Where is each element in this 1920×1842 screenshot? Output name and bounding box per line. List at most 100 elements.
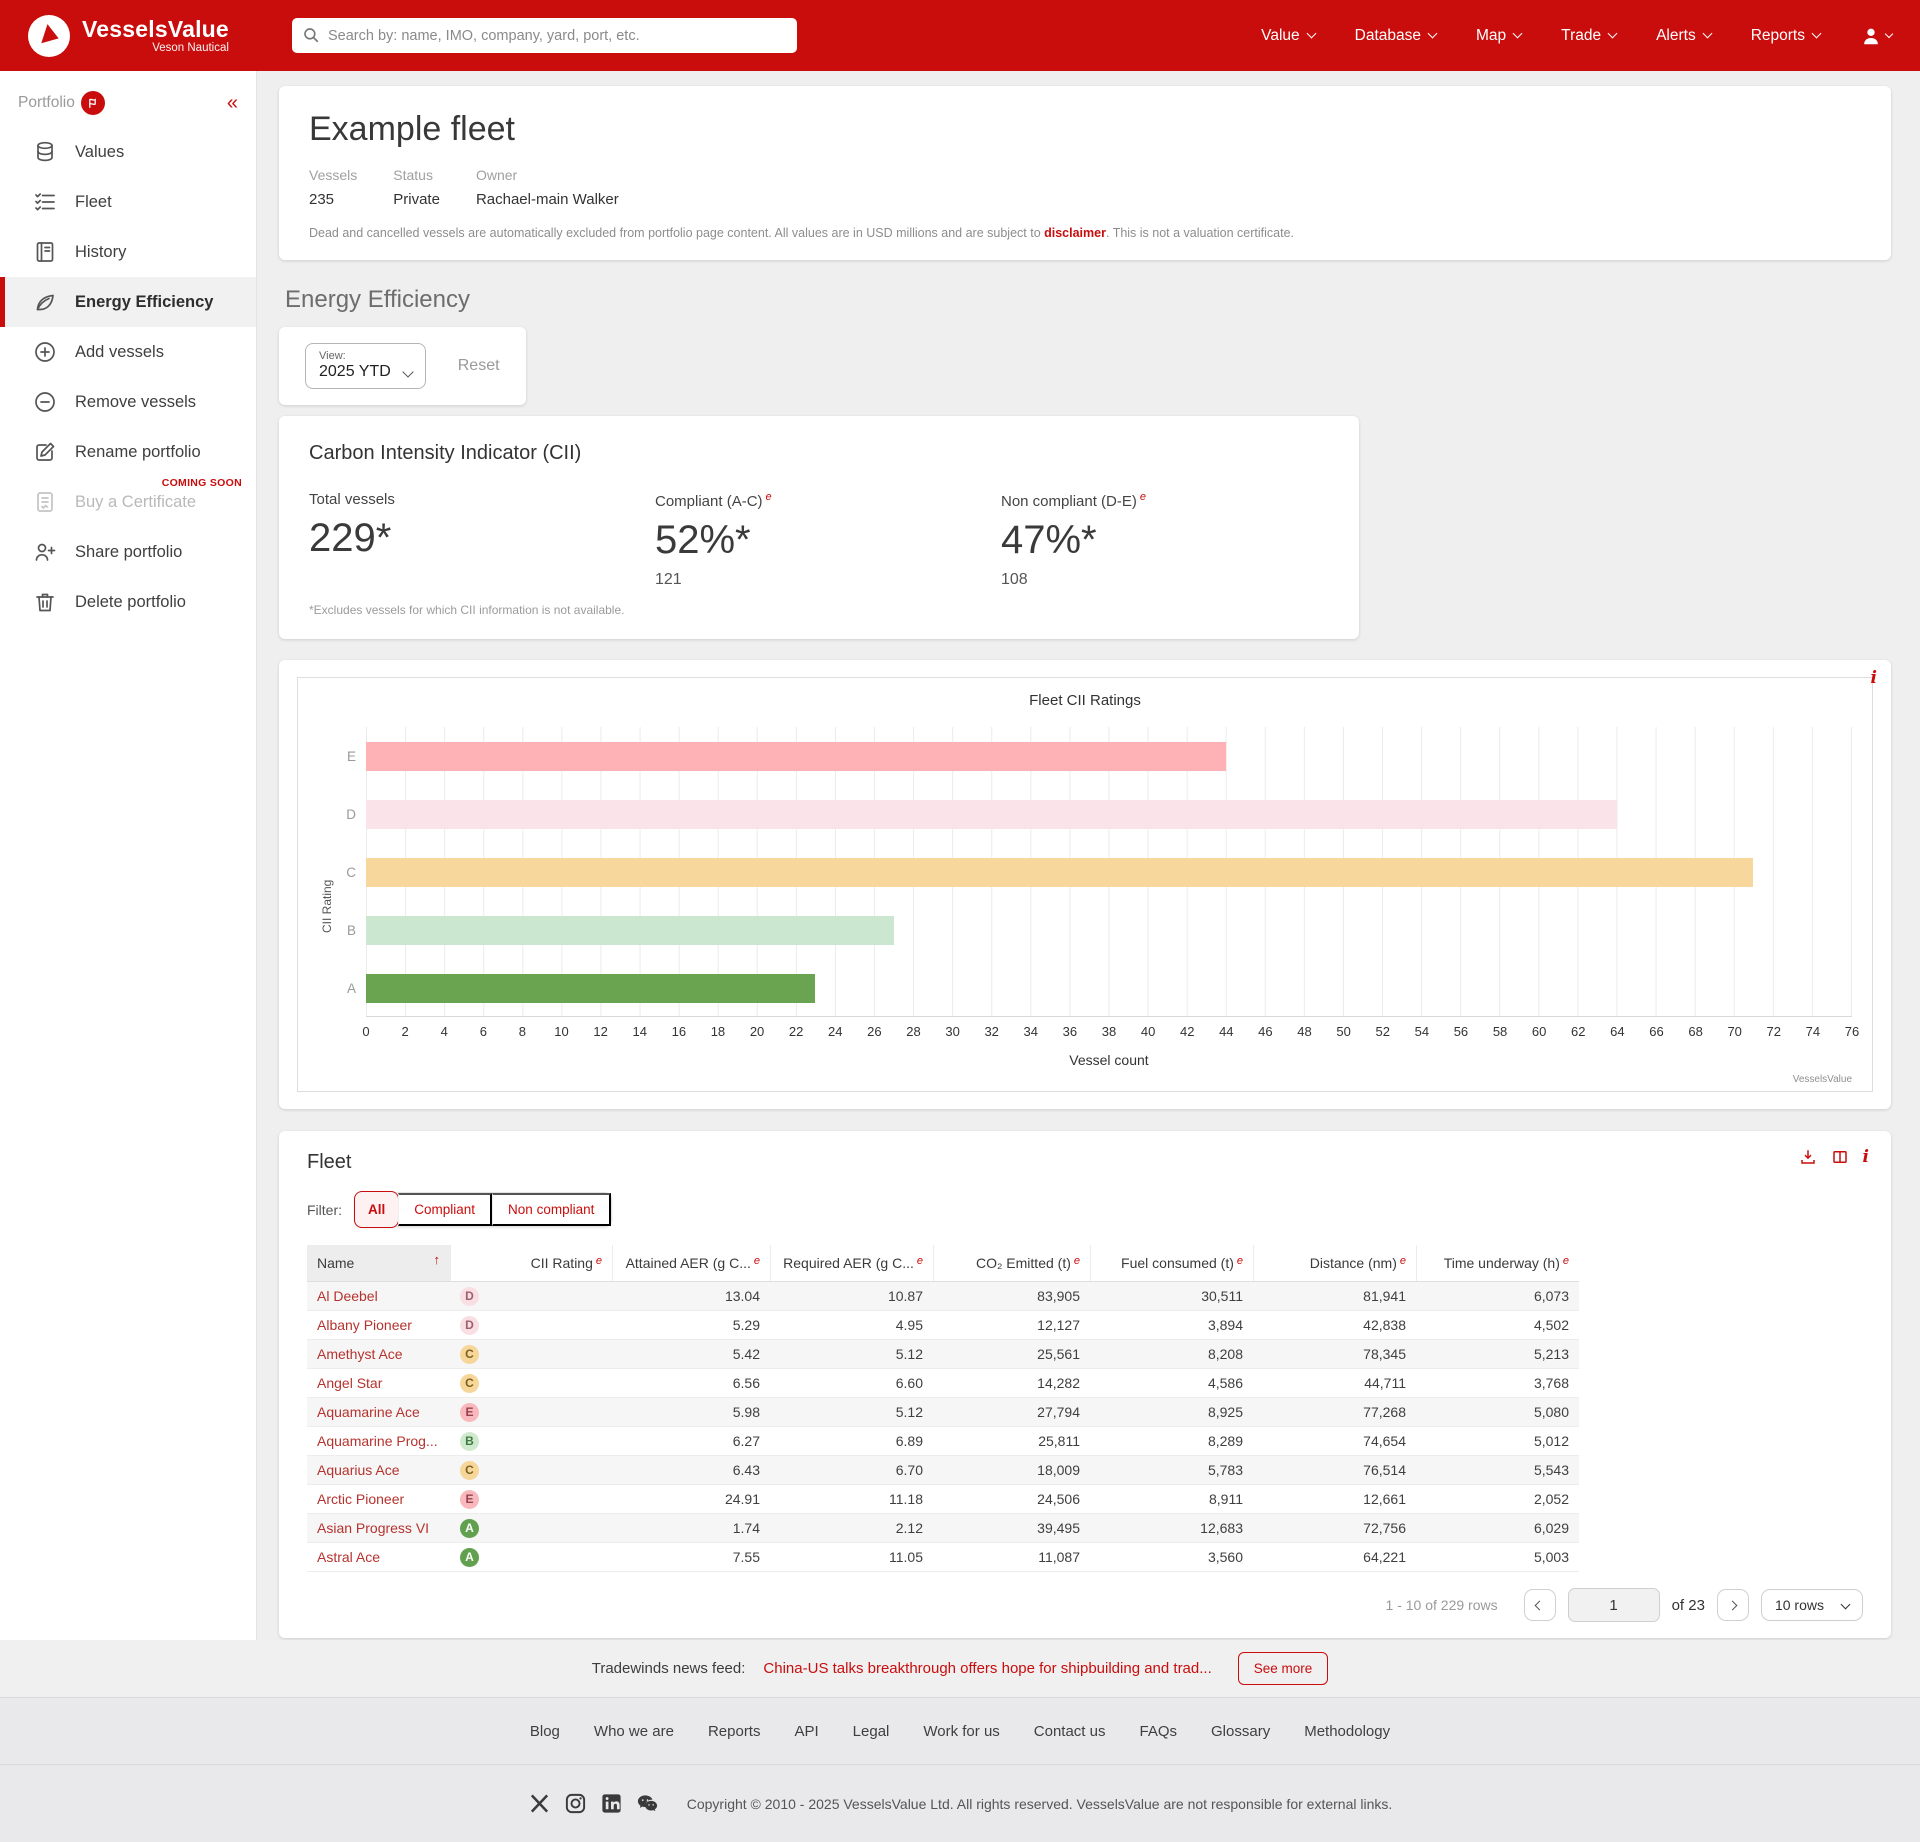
checklist-icon [33,190,57,214]
sidebar-item-history[interactable]: History [0,227,256,277]
x-tick: 54 [1415,1024,1429,1039]
vessel-link[interactable]: Arctic Pioneer [317,1491,404,1507]
table-row: Al DeebelD13.0410.8783,90530,51181,9416,… [307,1282,1579,1311]
wechat-icon[interactable] [636,1792,659,1815]
chart-bar-a [366,974,815,1003]
footer-link-who-we-are[interactable]: Who we are [594,1723,674,1740]
cii-card: Carbon Intensity Indicator (CII) Total v… [279,416,1359,639]
table-cell: 8,289 [1090,1433,1253,1449]
x-tick: 58 [1493,1024,1507,1039]
column-header-time-underway-h[interactable]: Time underway (h)e [1416,1245,1579,1281]
info-icon[interactable]: i [1871,668,1877,688]
footer-link-work-for-us[interactable]: Work for us [923,1723,999,1740]
instagram-icon[interactable] [564,1792,587,1815]
column-header-attained-aer-g-c[interactable]: Attained AER (g C...e [612,1245,770,1281]
vessel-link[interactable]: Aquarius Ace [317,1462,400,1478]
plus-circle-icon [33,340,57,364]
column-header-required-aer-g-c[interactable]: Required AER (g C...e [770,1245,933,1281]
cii-rating-badge: C [460,1374,479,1393]
vessel-link[interactable]: Angel Star [317,1375,382,1391]
sidebar-item-share-portfolio[interactable]: Share portfolio [0,527,256,577]
vessel-link[interactable]: Albany Pioneer [317,1317,412,1333]
page-total: of 23 [1672,1597,1705,1614]
table-cell: 8,911 [1090,1491,1253,1507]
vessel-link[interactable]: Asian Progress VI [317,1520,429,1536]
filter-non-compliant[interactable]: Non compliant [492,1193,611,1226]
nav-item-reports[interactable]: Reports [1751,27,1820,45]
user-menu-button[interactable] [1860,25,1892,47]
table-cell: 11.05 [770,1549,933,1565]
news-headline-link[interactable]: China-US talks breakthrough offers hope … [763,1660,1211,1677]
vessel-link[interactable]: Aquamarine Ace [317,1404,420,1420]
x-icon[interactable] [528,1792,551,1815]
linkedin-icon[interactable] [600,1792,623,1815]
sidebar-item-energy-efficiency[interactable]: Energy Efficiency [0,277,256,327]
cii-title: Carbon Intensity Indicator (CII) [309,442,1329,465]
footer-link-contact-us[interactable]: Contact us [1034,1723,1106,1740]
table-cell: 6,029 [1416,1520,1579,1536]
column-header-co-emitted-t[interactable]: CO₂ Emitted (t)e [933,1245,1090,1281]
table-cell: 7.55 [612,1549,770,1565]
chevron-down-icon [1702,29,1712,39]
table-cell: 5,543 [1416,1462,1579,1478]
nav-item-value[interactable]: Value [1261,27,1315,45]
stat-total-vessels: Total vessels 229* [309,491,655,589]
estimate-marker: e [1074,1255,1080,1267]
footer-link-faqs[interactable]: FAQs [1140,1723,1178,1740]
column-header-distance-nm[interactable]: Distance (nm)e [1253,1245,1416,1281]
table-cell: 5.98 [612,1404,770,1420]
nav-item-trade[interactable]: Trade [1561,27,1616,45]
table-cell: 12,661 [1253,1491,1416,1507]
estimate-marker: e [596,1255,602,1267]
table-cell: 6.60 [770,1375,933,1391]
see-more-button[interactable]: See more [1238,1652,1329,1685]
info-icon[interactable]: i [1863,1147,1869,1167]
download-icon[interactable] [1799,1148,1817,1166]
prev-page-button[interactable] [1524,1589,1556,1621]
x-tick: 22 [789,1024,803,1039]
nav-item-database[interactable]: Database [1355,27,1436,45]
footer-link-glossary[interactable]: Glossary [1211,1723,1270,1740]
table-cell: 5.12 [770,1404,933,1420]
vesselsvalue-logo[interactable]: VesselsValue Veson Nautical [28,15,290,57]
sidebar-item-delete-portfolio[interactable]: Delete portfolio [0,577,256,627]
filter-all[interactable]: All [354,1191,399,1228]
column-header-name[interactable]: Name↑ [307,1245,450,1281]
footer-link-legal[interactable]: Legal [853,1723,890,1740]
columns-icon[interactable] [1831,1148,1849,1166]
main-content: Example fleet Vessels 235 Status Private… [257,71,1920,1640]
share-person-icon [33,540,57,564]
vessel-link[interactable]: Amethyst Ace [317,1346,403,1362]
sidebar-item-rename-portfolio[interactable]: Rename portfolio [0,427,256,477]
x-tick: 46 [1258,1024,1272,1039]
vessel-link[interactable]: Aquamarine Prog... [317,1433,438,1449]
leaf-icon [33,290,57,314]
footer-link-blog[interactable]: Blog [530,1723,560,1740]
table-cell: 11,087 [933,1549,1090,1565]
sidebar-collapse-button[interactable]: « [227,93,238,113]
sidebar-item-add-vessels[interactable]: Add vessels [0,327,256,377]
disclaimer-link[interactable]: disclaimer [1044,226,1106,240]
search-input[interactable] [292,18,797,53]
filter-compliant[interactable]: Compliant [398,1193,492,1226]
sidebar-item-fleet[interactable]: Fleet [0,177,256,227]
portfolio-badge-icon [81,91,105,115]
view-select[interactable]: View: 2025 YTD [305,343,426,389]
rows-per-page-select[interactable]: 10 rows [1761,1589,1863,1621]
top-navbar: VesselsValue Veson Nautical Value Databas… [0,0,1920,71]
footer-link-api[interactable]: API [794,1723,818,1740]
nav-item-alerts[interactable]: Alerts [1656,27,1711,45]
page-number-input[interactable] [1568,1588,1660,1622]
footer-link-reports[interactable]: Reports [708,1723,761,1740]
sidebar-item-remove-vessels[interactable]: Remove vessels [0,377,256,427]
nav-item-map[interactable]: Map [1476,27,1521,45]
sidebar-item-values[interactable]: Values [0,127,256,177]
vessel-link[interactable]: Astral Ace [317,1549,380,1565]
vessel-link[interactable]: Al Deebel [317,1288,378,1304]
reset-button[interactable]: Reset [458,357,500,375]
column-header-cii-rating[interactable]: CII Ratinge [450,1245,612,1281]
next-page-button[interactable] [1717,1589,1749,1621]
disclaimer-text: Dead and cancelled vessels are automatic… [309,226,1861,240]
footer-link-methodology[interactable]: Methodology [1304,1723,1390,1740]
column-header-fuel-consumed-t[interactable]: Fuel consumed (t)e [1090,1245,1253,1281]
